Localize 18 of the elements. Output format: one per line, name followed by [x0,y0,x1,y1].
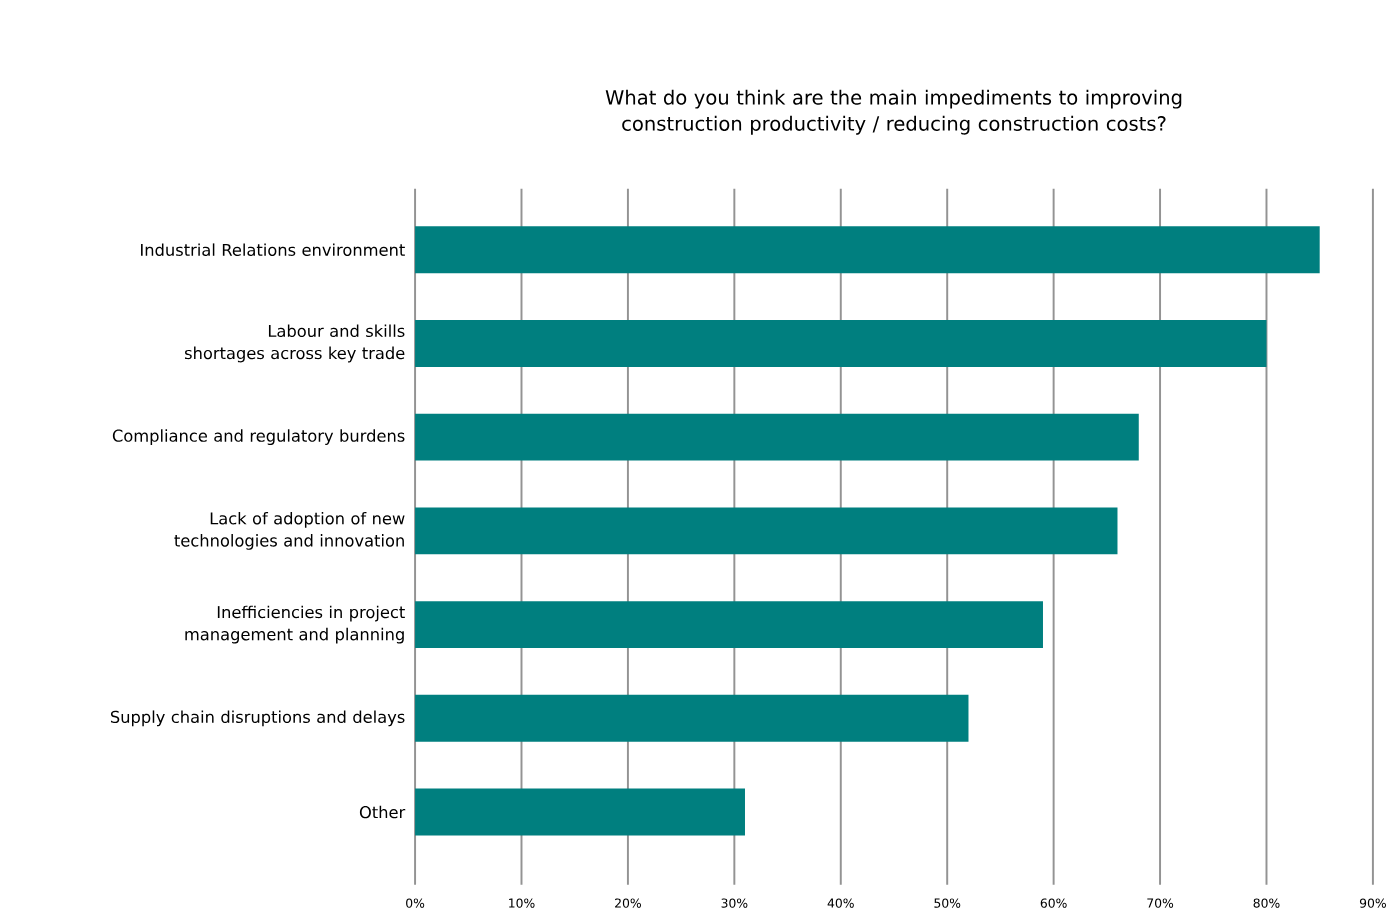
x-tick-label: 30% [721,898,748,908]
x-tick-label: 70% [1147,898,1174,908]
y-tick-label: Lack of adoption of new technologies and innovation [174,511,405,550]
x-tick-label: 60% [1040,898,1067,908]
y-tick-label: Labour and skills shortages across key trade [184,324,405,363]
y-tick-label: Supply chain disruptions and delays [110,710,405,727]
x-tick-label: 20% [615,898,641,908]
x-tick-label: 50% [934,898,961,908]
y-tick-label: Inefficiencies in project management and planning [185,605,405,644]
x-tick-label: 10% [509,898,535,908]
x-tick-label: 0% [406,898,425,908]
x-tick-label: 40% [827,898,854,908]
y-tick-label: Other [359,805,406,819]
chart-title: What do you think are the main impediments to improving construction productivity / reducing construction costs? [605,89,1182,135]
x-tick-label: 80% [1253,898,1280,908]
y-tick-label: Compliance and regulatory burdens [112,429,405,445]
y-tick-label: Industrial Relations environment [141,243,405,256]
x-tick-label: 90% [1359,898,1386,908]
